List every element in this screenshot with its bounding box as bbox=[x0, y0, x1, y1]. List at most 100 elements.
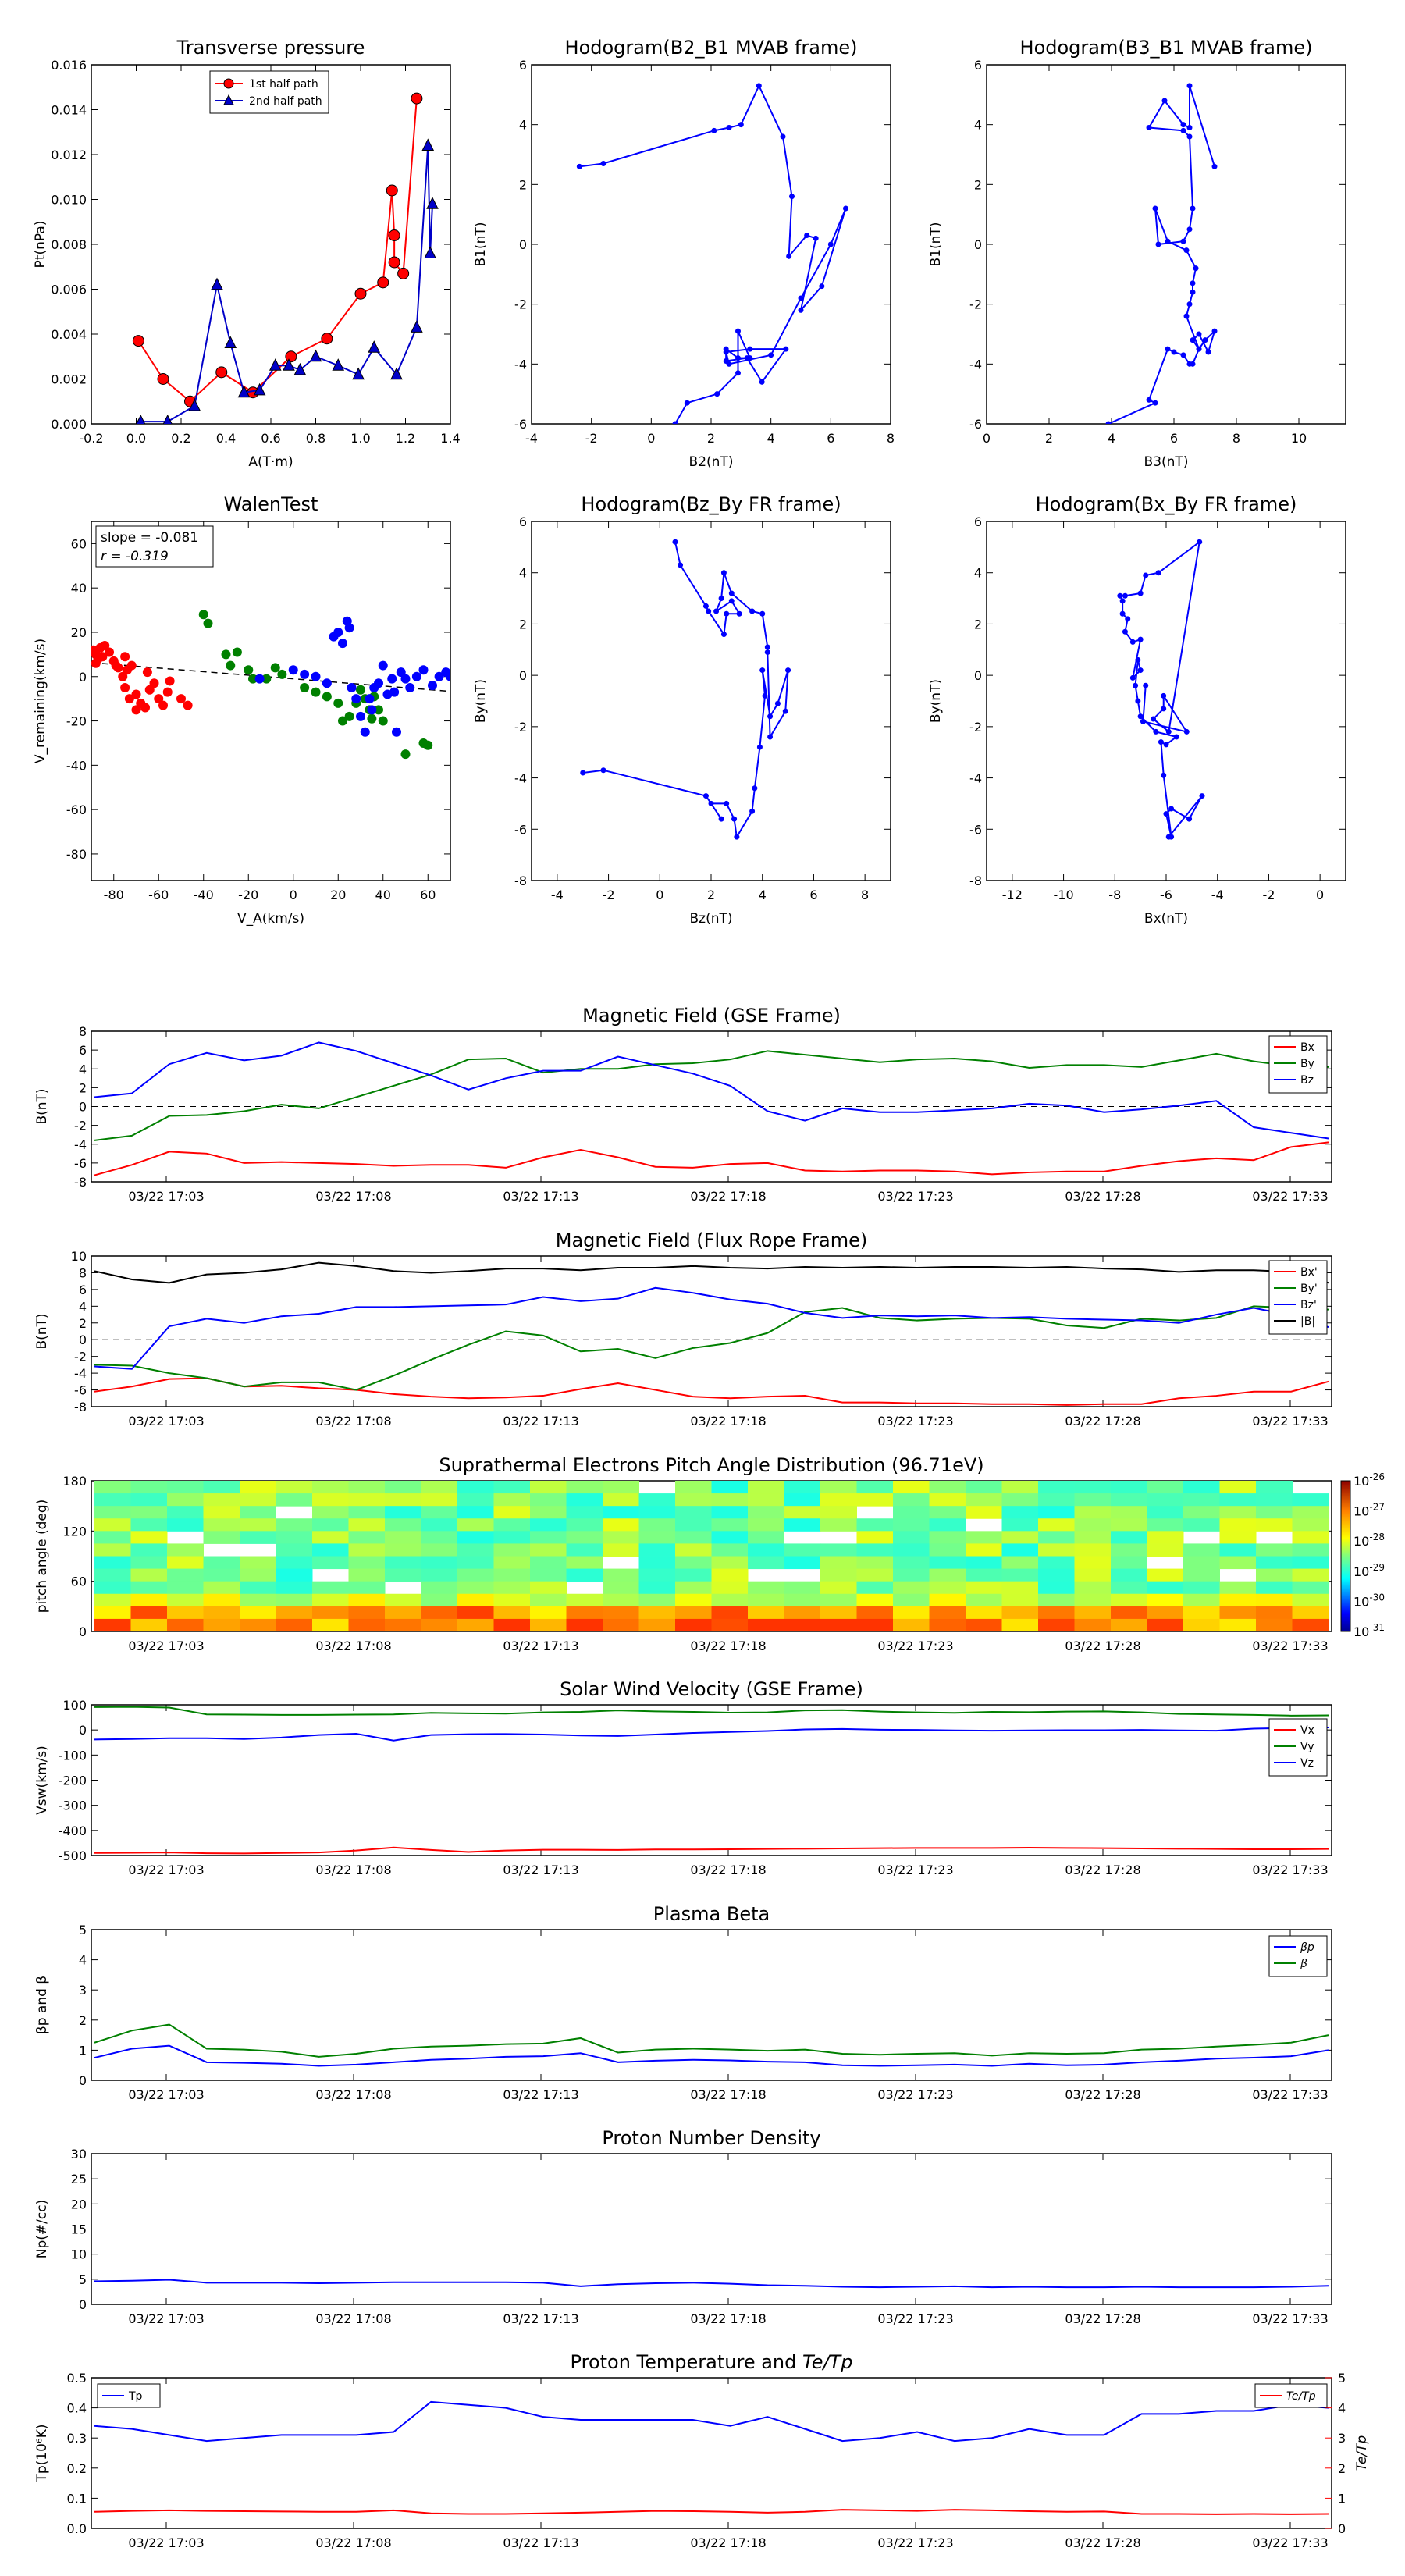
data-point bbox=[1153, 728, 1159, 735]
data-point bbox=[1137, 590, 1144, 596]
data-point bbox=[759, 379, 765, 385]
heatmap-cell bbox=[276, 1531, 313, 1544]
data-point bbox=[149, 678, 159, 688]
y-tick-label: 0 bbox=[79, 2073, 87, 2088]
heatmap-cell bbox=[1147, 1531, 1184, 1544]
heatmap-cell bbox=[748, 1493, 784, 1507]
heatmap-cell bbox=[1111, 1606, 1147, 1620]
heatmap-cell bbox=[603, 1543, 639, 1557]
heatmap-cell bbox=[167, 1593, 204, 1607]
legend-label: By bbox=[1300, 1058, 1314, 1070]
chart-title-main: Proton Temperature and bbox=[571, 2351, 802, 2373]
heatmap-cell bbox=[1038, 1543, 1075, 1557]
heatmap-cell bbox=[493, 1581, 531, 1595]
x-tick-label: 0 bbox=[1316, 888, 1324, 902]
y-tick-label: 20 bbox=[71, 2197, 87, 2211]
data-point bbox=[100, 641, 110, 651]
x-tick-label: 2 bbox=[1045, 431, 1053, 446]
y-tick-label: 30 bbox=[71, 2147, 87, 2161]
np-frame bbox=[91, 2153, 1332, 2305]
heatmap-cell bbox=[1256, 1506, 1293, 1519]
heatmap-cell bbox=[820, 1618, 857, 1631]
x-tick-label: 4 bbox=[759, 888, 767, 902]
heatmap-cell bbox=[203, 1481, 240, 1494]
data-point bbox=[388, 256, 400, 269]
data-point bbox=[734, 834, 740, 840]
heatmap-cell bbox=[493, 1543, 531, 1557]
heatmap-cell bbox=[348, 1493, 386, 1507]
y-tick-label: 6 bbox=[79, 1283, 87, 1297]
x-tick-label: 03/22 17:33 bbox=[1252, 2087, 1328, 2102]
heatmap-cell bbox=[385, 1543, 422, 1557]
y-axis-label: βp and β bbox=[34, 1976, 50, 2034]
data-point bbox=[576, 163, 582, 169]
y-tick-label: 0.012 bbox=[51, 148, 87, 162]
y-tick-label: -400 bbox=[59, 1823, 87, 1838]
heatmap-cell bbox=[856, 1493, 894, 1507]
heatmap-cell bbox=[130, 1593, 168, 1607]
data-point bbox=[98, 652, 108, 662]
x-tick-label: 03/22 17:28 bbox=[1065, 2311, 1140, 2326]
data-point bbox=[1211, 163, 1218, 169]
heatmap-cell bbox=[784, 1618, 821, 1631]
legend-label: Tp bbox=[128, 2390, 143, 2403]
x-tick-label: 03/22 17:13 bbox=[503, 1414, 578, 1429]
heatmap-cell bbox=[348, 1581, 386, 1595]
data-point bbox=[1165, 346, 1171, 352]
x-tick-label: 2 bbox=[707, 431, 715, 446]
heatmap-cell bbox=[1183, 1543, 1220, 1557]
data-point bbox=[131, 705, 141, 715]
data-point bbox=[332, 358, 345, 371]
plot-hodo_bxby: -12 -10 -8 -6 -4 -2 0 -8 -6 -4 -2 0 2 4 6 Hodogram(Bx_B… bbox=[928, 493, 1346, 927]
plot-walen_test: -80 -60 -40 -20 0 20 40 60 -80 -60 -40 -20 0 20 40 60 Wa… bbox=[33, 493, 451, 927]
colorbar bbox=[1340, 1480, 1351, 1632]
heatmap-cell bbox=[1256, 1568, 1293, 1582]
x-tick-label: 03/22 17:08 bbox=[315, 1863, 391, 1877]
chart-title: Suprathermal Electrons Pitch Angle Distr… bbox=[439, 1454, 984, 1476]
x-tick-label: 0 bbox=[647, 431, 655, 446]
y2-tick-label: 3 bbox=[1338, 2431, 1346, 2446]
data-point bbox=[1137, 713, 1144, 720]
x-tick-label: 03/22 17:08 bbox=[315, 1414, 391, 1429]
heatmap-cell bbox=[457, 1581, 494, 1595]
heatmap-cell bbox=[675, 1493, 712, 1507]
x-tick-label: 03/22 17:13 bbox=[503, 1863, 578, 1877]
heatmap-cell bbox=[566, 1531, 603, 1544]
heatmap-cell bbox=[603, 1593, 639, 1607]
heatmap-cell bbox=[893, 1556, 930, 1570]
y-tick-label: 100 bbox=[62, 1698, 87, 1713]
data-point bbox=[782, 708, 788, 714]
x-tick-label: 0.2 bbox=[171, 431, 190, 446]
hodo_bzby-frame bbox=[531, 521, 891, 881]
heatmap-cell bbox=[493, 1531, 531, 1544]
heatmap-cell bbox=[203, 1593, 240, 1607]
heatmap-cell bbox=[675, 1606, 712, 1620]
colorbar-exponent: -28 bbox=[1369, 1532, 1385, 1542]
data-point bbox=[389, 687, 400, 697]
heatmap-cell bbox=[711, 1493, 749, 1507]
heatmap-cell bbox=[1147, 1606, 1184, 1620]
heatmap-cell bbox=[1074, 1606, 1112, 1620]
heatmap-cell bbox=[457, 1593, 494, 1607]
data-point bbox=[374, 705, 383, 715]
heatmap-cell bbox=[457, 1493, 494, 1507]
data-point bbox=[1152, 205, 1158, 212]
data-point bbox=[400, 674, 411, 684]
heatmap-cell bbox=[638, 1506, 676, 1519]
heatmap-cell bbox=[130, 1606, 168, 1620]
series-line bbox=[94, 2400, 1329, 2443]
x-axis-label: B2(nT) bbox=[689, 454, 734, 470]
heatmap-cell bbox=[348, 1506, 386, 1519]
heatmap-cell bbox=[784, 1581, 821, 1595]
data-point bbox=[352, 367, 365, 380]
heatmap-cell bbox=[675, 1518, 712, 1532]
data-point bbox=[749, 608, 756, 614]
x-tick-label: 03/22 17:33 bbox=[1252, 2311, 1328, 2326]
heatmap-cell bbox=[603, 1568, 639, 1582]
legend-label: Te/Tp bbox=[1286, 2390, 1316, 2403]
data-point bbox=[105, 647, 114, 657]
heatmap-cell bbox=[530, 1568, 567, 1582]
heatmap-cell bbox=[929, 1493, 966, 1507]
data-point bbox=[1163, 811, 1169, 817]
data-point bbox=[1165, 728, 1172, 735]
